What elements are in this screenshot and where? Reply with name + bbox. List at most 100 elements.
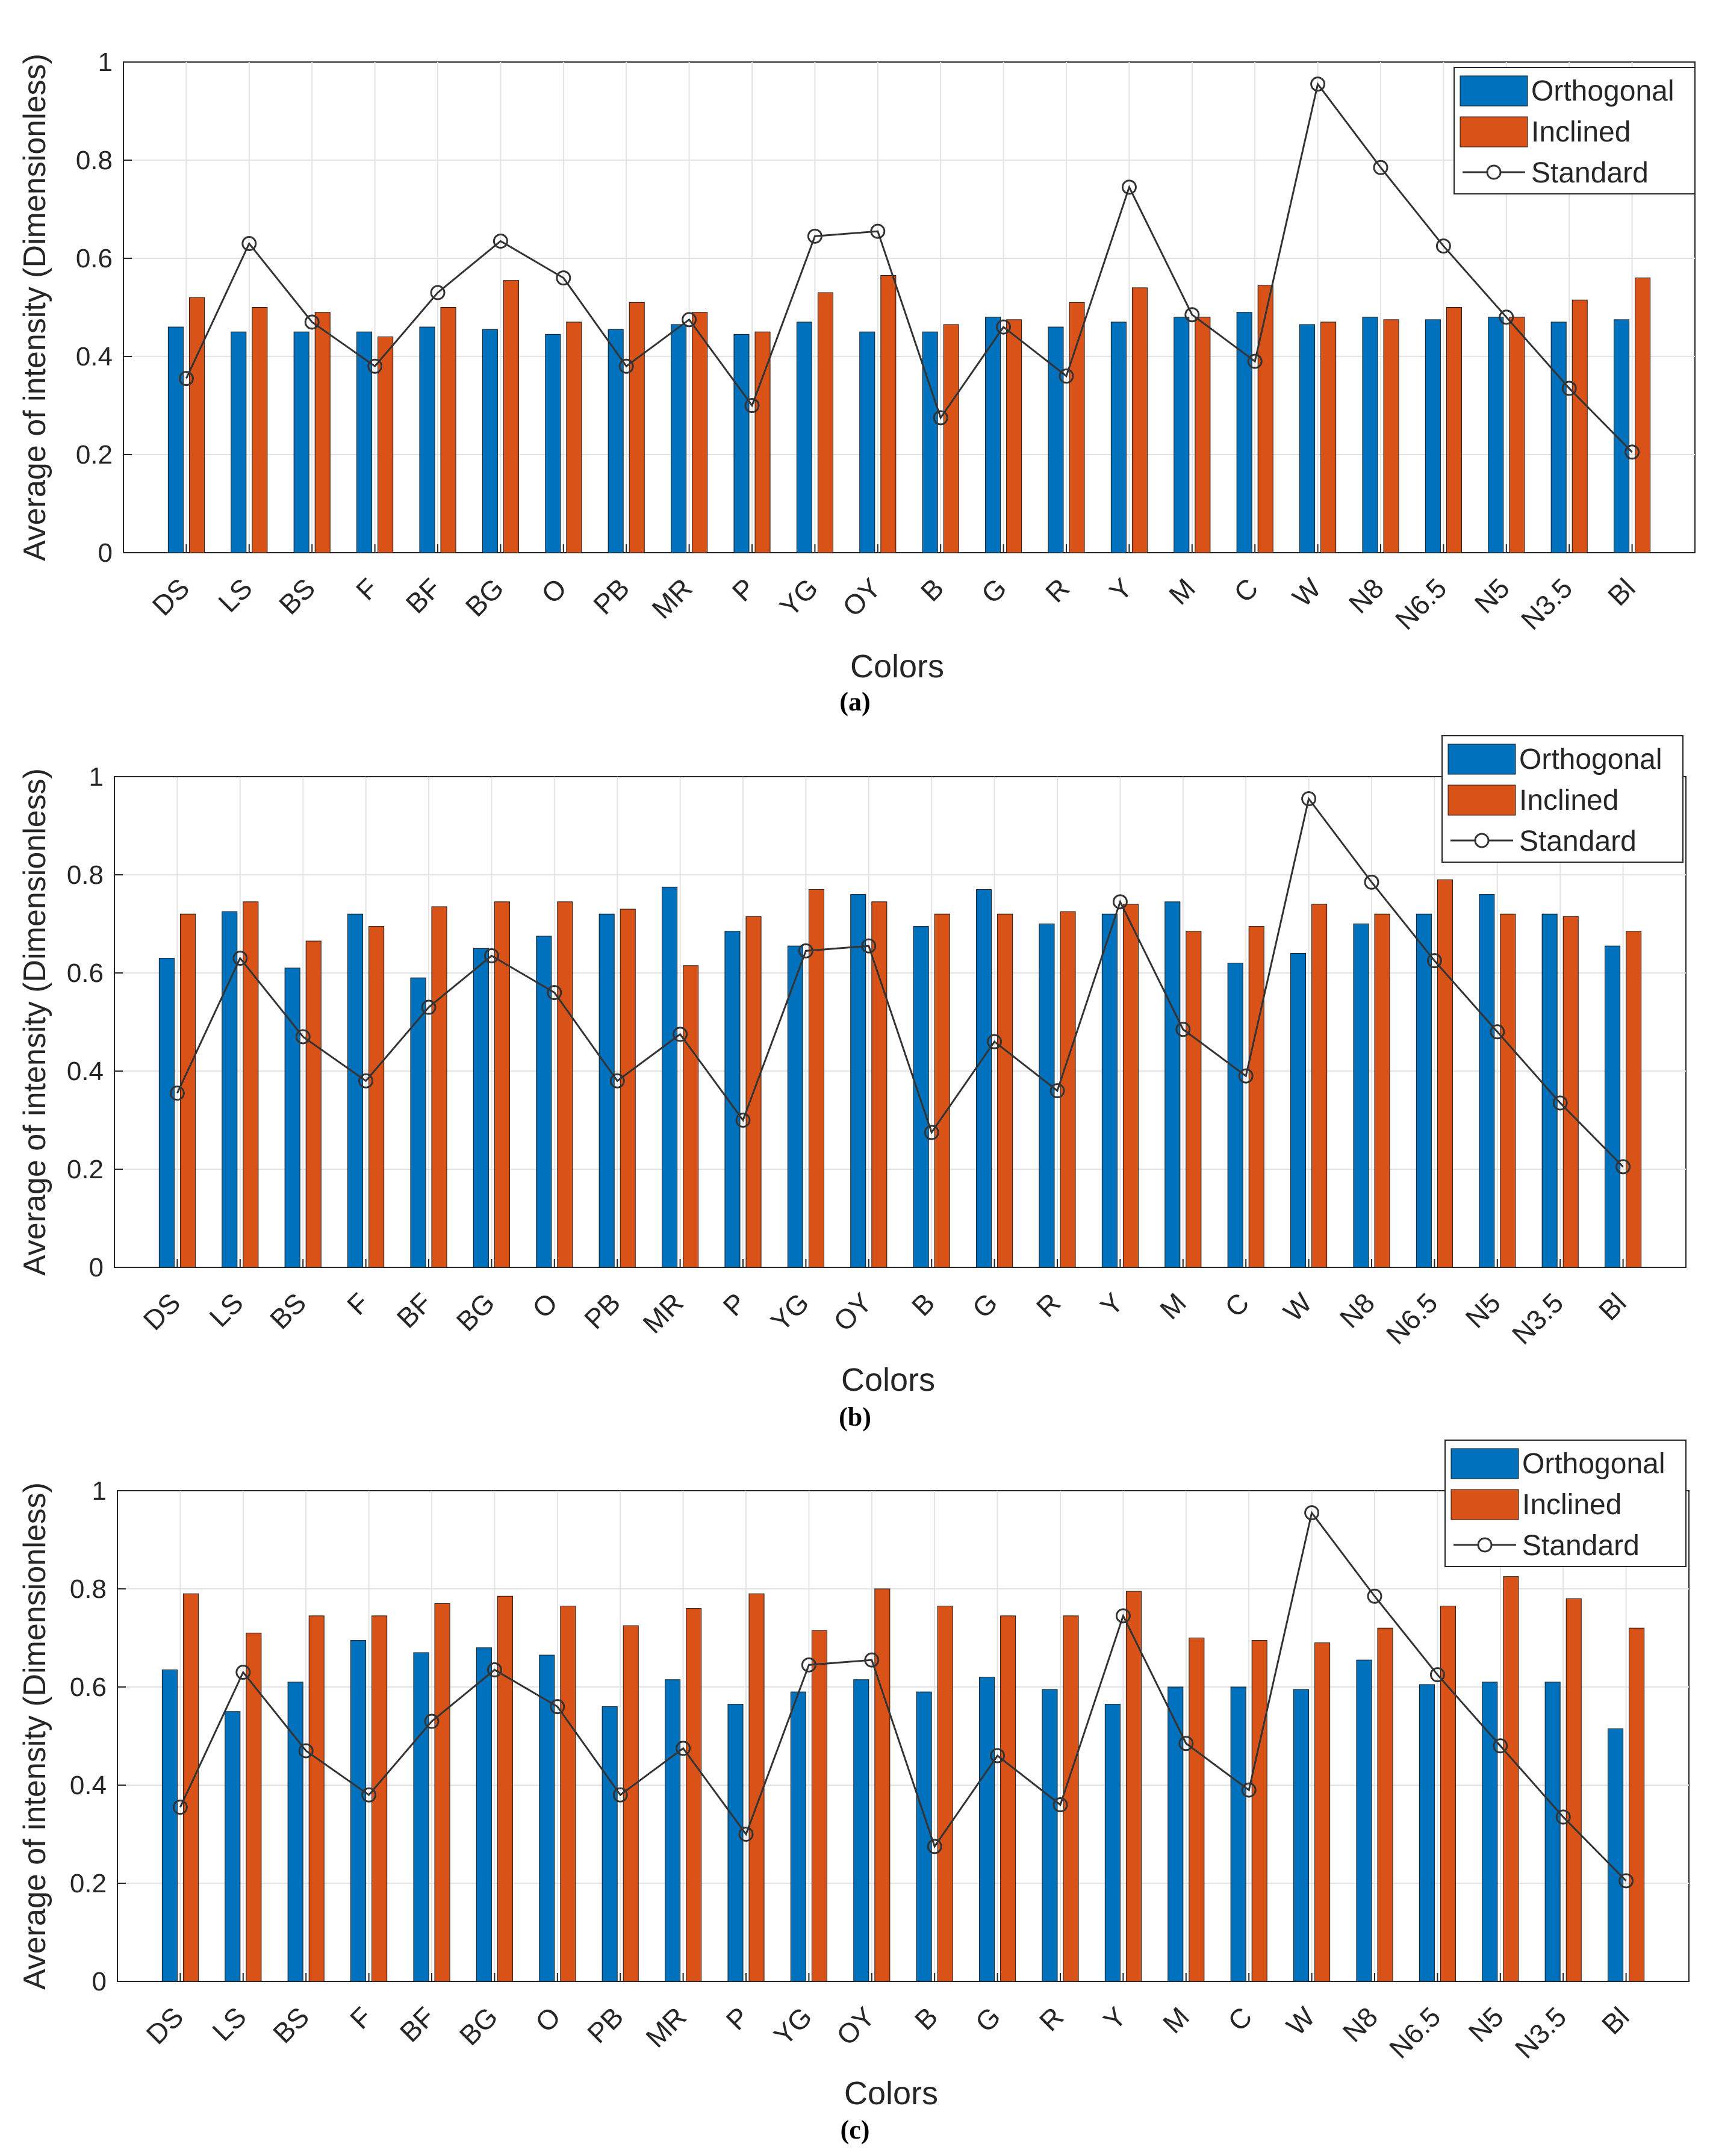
marker-standard — [298, 1743, 314, 1759]
x-tick-label: F — [344, 2001, 378, 2035]
bar-orthogonal — [1048, 326, 1064, 553]
bar-orthogonal — [482, 329, 498, 553]
marker-standard — [1310, 76, 1326, 92]
bar-inclined — [1626, 931, 1642, 1268]
x-tick-label: N3.5 — [1515, 572, 1578, 635]
bar-inclined — [368, 926, 385, 1268]
marker-standard — [1115, 1608, 1131, 1624]
line-standard — [185, 82, 1633, 453]
x-tick-label: YG — [765, 1287, 815, 1337]
legend-marker-standard — [1474, 833, 1490, 848]
x-tick-label: BG — [450, 1287, 501, 1337]
bar-orthogonal — [225, 1711, 241, 1982]
x-tick-label: W — [1277, 1287, 1318, 1328]
x-tick-label: Y — [1103, 572, 1138, 607]
x-tick-label: Y — [1097, 2001, 1132, 2036]
y-axis-label: Average of intensity (Dimensionless) — [17, 54, 52, 561]
marker-standard — [493, 233, 508, 249]
marker-standard — [933, 410, 948, 426]
bar-inclined — [1440, 1606, 1456, 1982]
marker-standard — [744, 398, 760, 413]
bar-inclined — [817, 292, 833, 553]
bar-inclined — [1565, 1598, 1582, 1982]
x-tick-label: N6.5 — [1380, 1287, 1443, 1350]
x-tick-label: BS — [264, 1287, 312, 1335]
y-tick-label: 1 — [89, 762, 104, 792]
x-tick-label: N5 — [1463, 2001, 1509, 2048]
bar-orthogonal — [671, 324, 687, 553]
marker-standard — [241, 236, 257, 252]
bar-inclined — [934, 913, 950, 1268]
bar-orthogonal — [356, 331, 373, 553]
marker-standard — [235, 1665, 251, 1680]
legend-label-standard: Standard — [1522, 1530, 1640, 1562]
bar-inclined — [494, 901, 510, 1268]
marker-standard — [1429, 1667, 1445, 1683]
legend-label-inclined: Inclined — [1522, 1489, 1621, 1521]
marker-standard — [430, 285, 446, 300]
marker-standard — [735, 1113, 751, 1128]
marker-standard — [1112, 894, 1128, 910]
bar-orthogonal — [1356, 1659, 1372, 1982]
bar-orthogonal — [979, 1677, 995, 1982]
x-tick-label: N6.5 — [1389, 572, 1452, 635]
x-tick-label: PB — [587, 572, 635, 620]
marker-standard — [618, 358, 634, 374]
bar-inclined — [1131, 287, 1148, 553]
bar-orthogonal — [1362, 317, 1378, 553]
x-tick-label: W — [1280, 2001, 1321, 2042]
marker-standard — [1247, 353, 1263, 369]
legend-label-orthogonal: Orthogonal — [1531, 75, 1674, 107]
marker-standard — [361, 1787, 377, 1803]
marker-standard — [1493, 1738, 1508, 1754]
bar-inclined — [252, 307, 268, 553]
x-tick-label: OY — [830, 2001, 881, 2051]
marker-standard — [232, 951, 248, 966]
bar-orthogonal — [853, 1679, 869, 1982]
legend-label-standard: Standard — [1531, 157, 1649, 189]
marker-standard — [801, 1657, 816, 1673]
x-tick-label: LS — [206, 2001, 252, 2047]
bar-orthogonal — [545, 334, 561, 553]
x-tick-label: G — [966, 1287, 1004, 1324]
bar-inclined — [1311, 904, 1328, 1268]
panel-caption: (a) — [839, 687, 870, 716]
y-tick-label: 0.6 — [76, 244, 113, 273]
x-tick-label: G — [969, 2001, 1007, 2038]
marker-standard — [1304, 1505, 1320, 1521]
x-tick-label: C — [1222, 2001, 1258, 2037]
x-tick-label: M — [1154, 1287, 1192, 1325]
marker-standard — [1618, 1873, 1634, 1889]
bar-orthogonal — [598, 913, 615, 1268]
bar-orthogonal — [790, 1691, 806, 1982]
x-tick-label: Bl — [1602, 572, 1641, 612]
bar-orthogonal — [410, 977, 426, 1268]
x-tick-label: N8 — [1337, 2001, 1384, 2048]
y-tick-label: 0.4 — [70, 1771, 107, 1800]
bar-orthogonal — [1293, 1689, 1310, 1982]
marker-standard — [421, 999, 437, 1015]
bar-inclined — [1500, 913, 1516, 1268]
marker-standard — [864, 1652, 880, 1668]
bar-inclined — [1377, 1627, 1393, 1982]
marker-standard — [1435, 238, 1451, 254]
bar-inclined — [1248, 926, 1264, 1268]
marker-standard — [996, 319, 1012, 335]
bar-orthogonal — [284, 968, 300, 1268]
marker-standard — [1238, 1068, 1254, 1084]
bar-orthogonal — [1110, 322, 1127, 553]
bar-orthogonal — [350, 1640, 367, 1982]
x-tick-label: C — [1219, 1287, 1255, 1323]
bar-inclined — [683, 965, 699, 1268]
x-tick-label: O — [535, 572, 573, 609]
x-tick-label: MR — [645, 572, 698, 624]
marker-standard — [304, 314, 320, 330]
legend-label-inclined: Inclined — [1531, 116, 1631, 148]
bar-inclined — [629, 302, 645, 553]
bar-inclined — [1251, 1640, 1267, 1982]
y-tick-label: 0.2 — [70, 1869, 107, 1898]
x-tick-label: O — [529, 2001, 567, 2038]
x-tick-label: R — [1033, 2001, 1069, 2037]
